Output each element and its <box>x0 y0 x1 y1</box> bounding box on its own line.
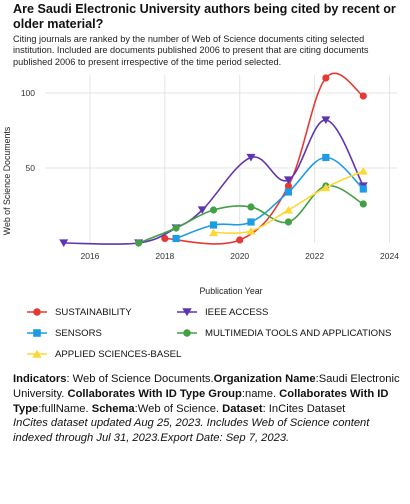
legend-marker-sustainability <box>33 308 41 316</box>
legend-label-ieee-access: IEEE ACCESS <box>205 306 269 318</box>
legend-marker-sensors <box>33 329 41 337</box>
x-axis-label: Publication Year <box>199 286 262 296</box>
legend-item-ieee-access: IEEE ACCESS <box>177 306 268 318</box>
legend-marker-ieee-access <box>182 308 192 317</box>
legend-item-applied-sciences-basel: APPLIED SCIENCES-BASEL <box>27 348 181 360</box>
data-point-multimedia-tools-and-applications-1 <box>172 224 180 232</box>
legend-swatch-sensors <box>27 329 47 337</box>
data-point-sensors-3 <box>284 188 293 196</box>
data-point-sustainability-1 <box>236 236 244 244</box>
data-point-ieee-access-5 <box>283 176 293 185</box>
dataset-label: Dataset <box>222 402 263 415</box>
legend-marker-multimedia-tools-and-applications <box>183 329 191 337</box>
organization-value: :Saudi Electronic University. <box>13 373 400 400</box>
indicators-label: Indicators <box>13 373 67 385</box>
data-point-applied-sciences-basel-4 <box>358 166 368 175</box>
x-tick-label-2020: 2020 <box>230 251 249 261</box>
legend-swatch-multimedia-tools-and-applications <box>177 329 197 337</box>
y-tick-label-100: 100 <box>21 88 35 98</box>
data-point-sustainability-4 <box>359 92 367 100</box>
data-point-ieee-access-0 <box>59 239 69 248</box>
legend-marker-applied-sciences-basel <box>32 349 42 358</box>
legend-item-sensors: SENSORS <box>27 327 102 339</box>
data-point-sensors-4 <box>322 153 330 162</box>
legend-label-sustainability: SUSTAINABILITY <box>55 306 132 318</box>
footer-metadata: Indicators: Web of Science Documents.Org… <box>13 372 405 446</box>
series-line-sensors <box>175 156 364 240</box>
legend-label-sensors: SENSORS <box>55 327 102 339</box>
data-point-applied-sciences-basel-0 <box>209 228 219 237</box>
data-point-sensors-5 <box>359 185 367 193</box>
chart-subtitle: Citing journals are ranked by the number… <box>13 34 369 67</box>
legend-swatch-ieee-access <box>177 308 197 317</box>
data-point-ieee-access-4 <box>246 153 256 162</box>
data-point-multimedia-tools-and-applications-3 <box>247 203 255 211</box>
x-tick-label-2024: 2024 <box>380 251 399 261</box>
data-point-sensors-1 <box>209 221 218 229</box>
legend-swatch-sustainability <box>27 308 47 316</box>
collab-group-label: Collaborates With ID Type Group <box>67 387 242 400</box>
data-point-sensors-2 <box>247 218 255 226</box>
data-point-sustainability-0 <box>161 234 169 243</box>
data-point-applied-sciences-basel-1 <box>246 226 256 235</box>
dataset-value: : InCites Dataset <box>262 402 346 415</box>
data-point-multimedia-tools-and-applications-4 <box>284 218 293 226</box>
data-point-multimedia-tools-and-applications-2 <box>209 206 218 214</box>
data-point-ieee-access-3 <box>197 206 207 215</box>
data-point-sustainability-3 <box>322 74 330 82</box>
y-tick-label-50: 50 <box>26 163 36 173</box>
data-point-applied-sciences-basel-2 <box>283 205 293 214</box>
organization-label: Organization Name <box>213 373 316 385</box>
collab-type-label: Collaborates With ID Type <box>13 387 389 415</box>
data-point-multimedia-tools-and-applications-6 <box>359 200 367 208</box>
schema-label: Schema <box>91 402 135 415</box>
chart-title: Are Saudi Electronic University authors … <box>13 2 396 31</box>
legend-swatch-applied-sciences-basel <box>27 349 47 358</box>
data-point-sensors-0 <box>172 234 180 243</box>
y-axis-label: Web of Science Documents <box>2 126 12 235</box>
legend-item-sustainability: SUSTAINABILITY <box>27 306 132 318</box>
data-point-multimedia-tools-and-applications-0 <box>135 239 143 247</box>
data-point-sustainability-2 <box>284 182 293 190</box>
x-tick-label-2018: 2018 <box>155 251 174 261</box>
line-chart: 2016 2018 2020 2022 2024 50 100 Publication Yea… <box>2 72 399 296</box>
chart-legend: SUSTAINABILITY IEEE ACCESS SENSORS MULTIMED… <box>0 300 410 364</box>
indicators-value: : Web of Science Documents. <box>66 373 214 385</box>
data-point-applied-sciences-basel-3 <box>321 183 331 192</box>
collab-type-value: :fullName. <box>38 402 92 415</box>
legend-label-multimedia-tools-and-applications: MULTIMEDIA TOOLS AND APPLICATIONS <box>205 327 392 339</box>
x-tick-label-2016: 2016 <box>80 251 99 261</box>
legend-label-applied-sciences-basel: APPLIED SCIENCES-BASEL <box>55 348 182 360</box>
data-point-ieee-access-6 <box>321 116 331 125</box>
dataset-note: InCites dataset updated Aug 25, 2023. In… <box>13 417 370 445</box>
collab-group-value: :name. <box>241 387 280 400</box>
legend-item-multimedia-tools-and-applications: MULTIMEDIA TOOLS AND APPLICATIONS <box>177 327 391 339</box>
schema-value: :Web of Science. <box>134 402 223 415</box>
x-tick-label-2022: 2022 <box>305 251 324 261</box>
